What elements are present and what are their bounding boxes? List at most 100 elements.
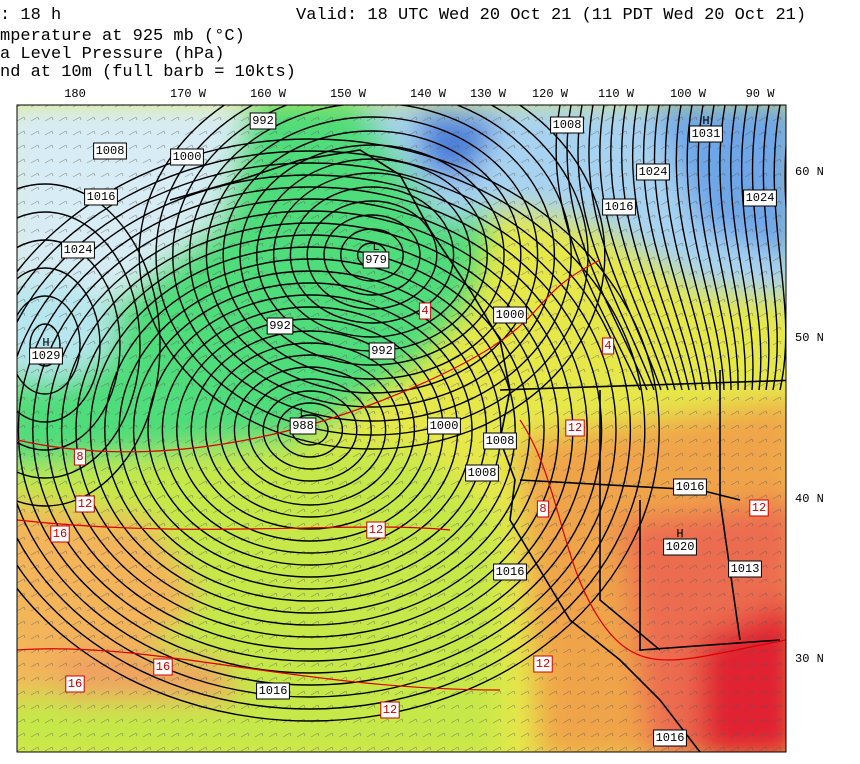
isobar — [566, 105, 648, 391]
isobar — [773, 105, 786, 391]
isobar — [17, 174, 617, 686]
isotherm-label-box — [153, 658, 173, 676]
isotherm-label: 12 — [536, 657, 550, 671]
legend-line: nd at 10m (full barb = 10kts) — [0, 63, 296, 82]
isotherm-label-box — [73, 448, 87, 466]
isobar — [17, 186, 603, 674]
isobar-label-box — [465, 464, 499, 482]
latitude-label: 50 N — [795, 331, 824, 345]
isotherm-label-box — [418, 302, 432, 320]
isobar-label-box — [368, 342, 396, 360]
isobar-label: 1024 — [639, 165, 668, 179]
isobar — [17, 211, 141, 479]
isobar — [642, 105, 697, 391]
isobar — [620, 105, 683, 391]
isobar — [155, 105, 589, 436]
forecast-hour: : 18 h — [0, 6, 61, 25]
isotherm — [17, 648, 501, 691]
isotherm-label-box — [50, 525, 70, 543]
center-box — [663, 538, 697, 556]
isobar — [138, 105, 606, 450]
legend-line: mperature at 925 mb (°C) — [0, 27, 245, 46]
map-field — [17, 105, 786, 752]
isobar — [588, 105, 662, 391]
longitude-label: 100 W — [670, 87, 707, 101]
isobar-label: 1016 — [496, 565, 525, 579]
isobar — [75, 234, 545, 626]
isotherm-label: 8 — [539, 502, 546, 516]
isobar-label: 1016 — [676, 480, 705, 494]
isobar — [664, 105, 711, 391]
center-kind: H — [42, 336, 49, 350]
isobar — [17, 162, 632, 698]
isobar-label: 1013 — [731, 562, 760, 576]
isobar — [29, 323, 61, 367]
isobar — [17, 295, 81, 395]
isobar-label-box — [602, 198, 636, 216]
isotherm-label: 8 — [76, 450, 83, 464]
isobar-label-box — [673, 478, 707, 496]
isobar — [577, 105, 655, 391]
isobar-label: 1000 — [430, 419, 459, 433]
isotherm-label-box — [749, 499, 769, 517]
isobar — [610, 105, 676, 391]
isotherm-label-box — [565, 419, 585, 437]
isotherm-label: 12 — [752, 501, 766, 515]
latitude-label: 60 N — [795, 165, 824, 179]
isotherm-label: 4 — [421, 304, 428, 318]
isobar — [32, 198, 588, 662]
isobar — [741, 105, 762, 391]
center-kind: H — [676, 527, 683, 541]
isobar — [89, 246, 531, 614]
isobar-label-box — [493, 563, 527, 581]
isobar-label: 1008 — [553, 118, 582, 132]
center-value: 988 — [292, 419, 314, 433]
isotherm-label-box — [380, 701, 400, 719]
isotherm-label: 12 — [78, 497, 92, 511]
isotherm-label-box — [533, 655, 553, 673]
isobar-label: 1016 — [656, 731, 685, 745]
isobar — [17, 267, 101, 423]
isotherm-label: 16 — [53, 527, 67, 541]
isobar-label: 1016 — [605, 200, 634, 214]
center-box — [362, 251, 390, 269]
isobar — [751, 105, 770, 391]
longitude-label: 130 W — [470, 87, 507, 101]
isobar-label-box — [93, 142, 127, 160]
isobar-label-box — [256, 682, 290, 700]
isobar — [708, 105, 739, 391]
isobar-label: 1000 — [173, 150, 202, 164]
isobar — [188, 105, 556, 408]
longitude-label: 160 W — [250, 87, 287, 101]
isobar — [686, 105, 725, 391]
isobar-label-box — [728, 560, 762, 578]
isobar — [17, 150, 646, 710]
isobar-label: 992 — [252, 114, 274, 128]
isobar — [17, 239, 121, 451]
isobar — [323, 214, 421, 296]
isobar — [204, 342, 416, 518]
center-box — [689, 125, 723, 143]
isobar — [730, 105, 754, 391]
latitude-label: 40 N — [795, 492, 824, 506]
isotherm — [17, 519, 451, 531]
isotherm — [519, 419, 786, 661]
isobar — [132, 282, 488, 578]
center-value: 1031 — [692, 127, 721, 141]
longitude-label: 90 W — [746, 87, 776, 101]
isobar-label: 1008 — [96, 144, 125, 158]
isobar-label-box — [249, 112, 277, 130]
isobar-label-box — [61, 241, 95, 259]
center-value: 1029 — [32, 349, 61, 363]
isobar — [762, 105, 778, 391]
isobar-label-box — [653, 729, 687, 747]
isotherm-label: 12 — [369, 523, 383, 537]
isobar — [276, 402, 344, 458]
longitude-label: 150 W — [330, 87, 367, 101]
center-box — [29, 347, 63, 365]
isobar — [233, 366, 387, 494]
center-kind: H — [702, 114, 709, 128]
isobar — [147, 294, 473, 566]
isobar-label-box — [743, 189, 777, 207]
